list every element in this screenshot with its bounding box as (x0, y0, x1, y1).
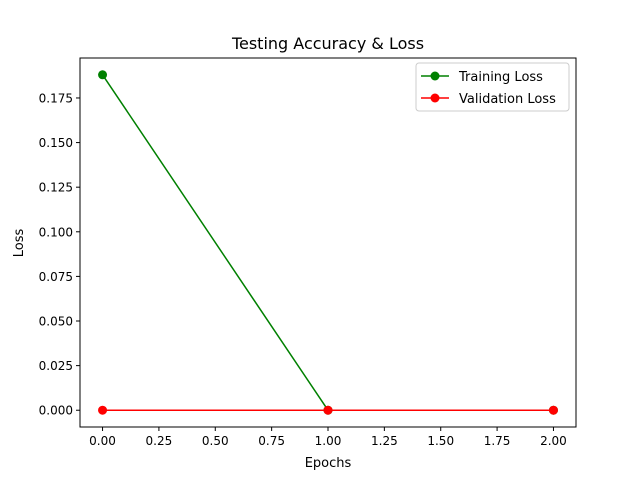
y-tick-label: 0.100 (39, 225, 73, 239)
x-axis-label: Epochs (305, 456, 352, 471)
legend: Training Loss Validation Loss (415, 62, 570, 112)
x-tick-label: 1.75 (484, 434, 511, 448)
legend-box (415, 62, 570, 112)
legend-marker-validation (430, 93, 440, 103)
axes-frame (79, 57, 577, 428)
x-tick-label: 0.00 (89, 434, 116, 448)
plot-area (98, 70, 558, 415)
y-tick-label: 0.050 (39, 315, 73, 329)
series-point-1 (98, 405, 108, 415)
x-tick-label: 0.75 (258, 434, 285, 448)
y-tick-label: 0.175 (39, 91, 73, 105)
x-axis-ticks: 0.00 0.25 0.50 0.75 1.00 1.25 1.50 1.75 2.00 (89, 427, 567, 448)
x-tick-label: 0.50 (202, 434, 229, 448)
series-line-0 (101, 74, 554, 411)
x-tick-label: 2.00 (540, 434, 567, 448)
y-tick-label: 0.075 (39, 270, 73, 284)
legend-entry-training: Training Loss (421, 70, 543, 85)
x-tick-label: 1.00 (315, 434, 342, 448)
y-tick-label: 0.025 (39, 359, 73, 373)
legend-label-validation: Validation Loss (459, 92, 556, 107)
legend-entry-validation: Validation Loss (421, 92, 556, 107)
series-point-0 (98, 70, 108, 80)
y-tick-label: 0.150 (39, 136, 73, 150)
legend-label-training: Training Loss (458, 70, 543, 85)
x-tick-label: 1.25 (371, 434, 398, 448)
series-point-1 (548, 405, 558, 415)
y-tick-label: 0.000 (39, 404, 73, 418)
x-tick-label: 1.50 (427, 434, 454, 448)
legend-marker-training (430, 71, 440, 81)
x-tick-label: 0.25 (146, 434, 173, 448)
series-point-1 (323, 405, 333, 415)
y-tick-label: 0.125 (39, 181, 73, 195)
y-axis-label: Loss (12, 229, 27, 258)
y-axis-ticks: 0.000 0.025 0.050 0.075 0.100 0.125 0.150 0.175 (39, 91, 80, 418)
chart-title: Testing Accuracy & Loss (231, 34, 424, 53)
